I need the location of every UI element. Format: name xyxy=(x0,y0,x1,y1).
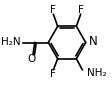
Text: O: O xyxy=(27,54,35,64)
Text: H₂N: H₂N xyxy=(1,37,21,47)
Text: F: F xyxy=(51,69,56,79)
Text: F: F xyxy=(78,5,84,15)
Text: F: F xyxy=(51,5,56,15)
Text: N: N xyxy=(89,35,98,48)
Text: NH₂: NH₂ xyxy=(87,68,106,78)
